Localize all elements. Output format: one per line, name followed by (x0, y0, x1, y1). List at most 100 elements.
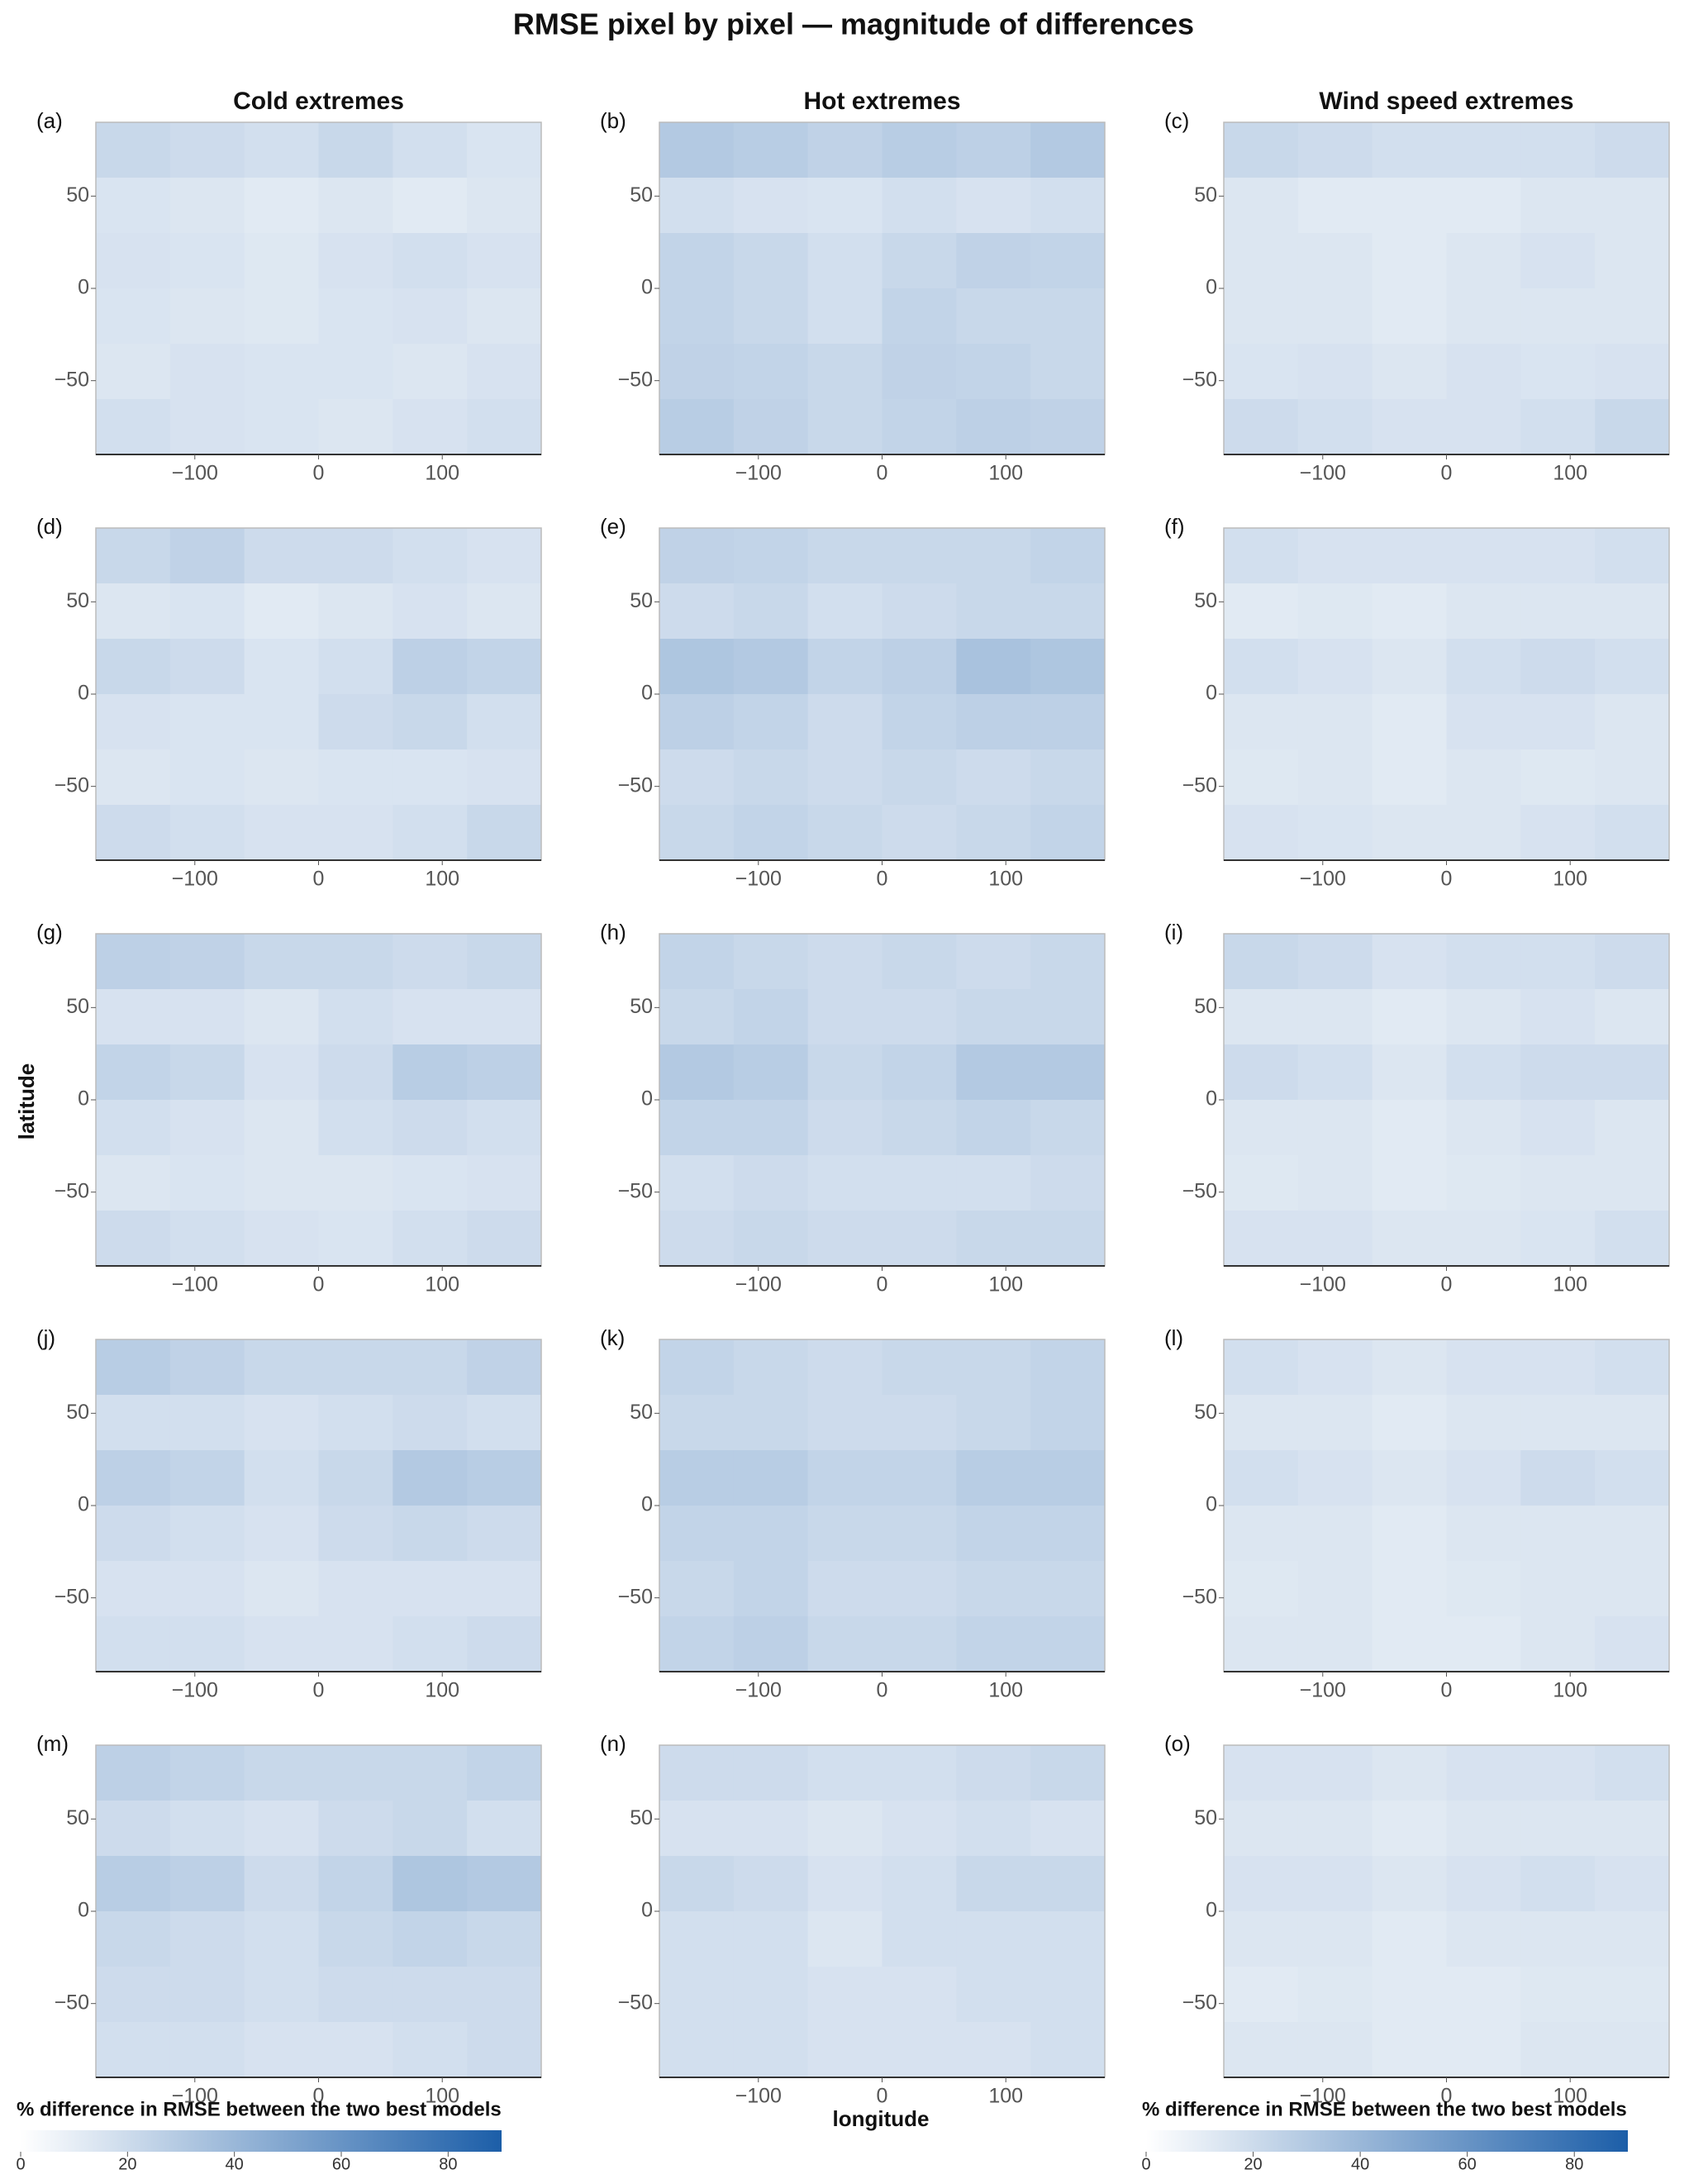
heatmap-cell (393, 805, 468, 861)
heatmap-cell (1595, 1395, 1670, 1451)
heatmap-cell (1297, 1450, 1373, 1506)
heatmap-cell (1224, 805, 1299, 861)
heatmap-cell (1372, 694, 1447, 750)
colorbar-tick-label: 20 (118, 2155, 136, 2173)
x-tick-label: 0 (877, 462, 888, 485)
heatmap-cell (1297, 1506, 1373, 1562)
y-tick-label: 0 (78, 1899, 89, 1922)
heatmap-cell (1030, 1856, 1106, 1912)
heatmap-cell (1520, 1100, 1596, 1156)
heatmap-cell (393, 1506, 468, 1562)
x-tick-label: 0 (313, 868, 325, 891)
y-tick-label: −50 (1182, 773, 1217, 797)
x-tick-label: 100 (1553, 1273, 1587, 1296)
heatmap-cell (1520, 749, 1596, 806)
panel-label: (e) (600, 514, 626, 539)
heatmap-cell (1595, 1450, 1670, 1506)
heatmap-cell (1297, 399, 1373, 455)
y-tick-label: 50 (1194, 995, 1217, 1018)
y-tick-label: −50 (55, 368, 89, 391)
heatmap-cell (1595, 1967, 1670, 2023)
heatmap-cell (1030, 989, 1106, 1045)
heatmap-cell (807, 1856, 883, 1912)
heatmap-cell (956, 1339, 1031, 1396)
heatmap-cell (1595, 344, 1670, 400)
heatmap-cell (1224, 1967, 1299, 2023)
heatmap-cell (1224, 1100, 1299, 1156)
y-tick-label: −50 (1182, 368, 1217, 391)
heatmap-cell (318, 749, 393, 806)
heatmap-cell (882, 344, 957, 400)
x-tick-label: −100 (735, 868, 782, 891)
heatmap-cell (244, 399, 319, 455)
heatmap-cell (467, 528, 542, 584)
heatmap-cell (169, 1339, 245, 1396)
heatmap-cell (733, 1506, 809, 1562)
heatmap-cell (1030, 1745, 1106, 1801)
x-tick-label: 100 (1553, 1679, 1587, 1702)
panel-label: (i) (1164, 920, 1183, 944)
heatmap-cell (733, 288, 809, 345)
heatmap-cell (807, 1506, 883, 1562)
colorbar-tick-label: 80 (1565, 2155, 1583, 2173)
heatmap-cell (393, 1801, 468, 1857)
heatmap-cell (882, 288, 957, 345)
heatmap-cell (956, 583, 1031, 640)
heatmap-cell (1372, 1450, 1447, 1506)
heatmap-cell (96, 2022, 171, 2078)
heatmap-cell (733, 1745, 809, 1801)
heatmap-cell (1224, 934, 1299, 990)
colorbar: % difference in RMSE between the two bes… (16, 2098, 502, 2173)
heatmap-cell (882, 1616, 957, 1672)
heatmap-cell (1297, 1044, 1373, 1101)
heatmap-cell (733, 805, 809, 861)
heatmap-cell (1297, 989, 1373, 1045)
heatmap-cell (393, 1100, 468, 1156)
heatmap-cell (318, 583, 393, 640)
heatmap-cell (1446, 1911, 1521, 1967)
heatmap-cell (1224, 989, 1299, 1045)
heatmap-cell (1224, 2022, 1299, 2078)
heatmap-cell (1372, 805, 1447, 861)
heatmap-cell (956, 178, 1031, 234)
heatmap-cell (882, 1506, 957, 1562)
colorbar: % difference in RMSE between the two bes… (1141, 2098, 1628, 2173)
heatmap-cell (956, 1801, 1031, 1857)
heatmap-cell (1030, 1100, 1106, 1156)
heatmap-cell (244, 344, 319, 400)
heatmap-cell (1372, 1801, 1447, 1857)
heatmap-cell (393, 934, 468, 990)
heatmap-cell (733, 233, 809, 289)
heatmap-cell (1595, 1801, 1670, 1857)
heatmap-cell (96, 989, 171, 1045)
heatmap-cell (1446, 1395, 1521, 1451)
heatmap-cell (1030, 1506, 1106, 1562)
y-tick-label: 50 (66, 995, 89, 1018)
x-tick-label: 0 (1441, 1273, 1453, 1296)
heatmap-cell (882, 1339, 957, 1396)
heatmap-cell (1030, 639, 1106, 695)
x-tick-label: −100 (172, 868, 218, 891)
map-panel: (d) −100 0 100 50 0 −50 (36, 514, 542, 891)
heatmap-cell (393, 639, 468, 695)
heatmap-cell (1520, 1967, 1596, 2023)
heatmap-cell (244, 1395, 319, 1451)
x-tick-label: 0 (1441, 1679, 1453, 1702)
heatmap-cell (733, 934, 809, 990)
panel-label: (a) (36, 108, 63, 133)
heatmap-cell (882, 749, 957, 806)
heatmap-cell (1297, 528, 1373, 584)
heatmap-cell (733, 122, 809, 178)
colorbar-tick-label: 40 (1351, 2155, 1369, 2173)
heatmap-cell (1030, 1211, 1106, 1267)
heatmap-cell (1595, 1911, 1670, 1967)
heatmap-cell (467, 1506, 542, 1562)
heatmap-cell (1372, 1211, 1447, 1267)
heatmap-cell (807, 344, 883, 400)
heatmap-cell (1224, 1911, 1299, 1967)
heatmap-cell (1520, 1339, 1596, 1396)
heatmap-cell (96, 122, 171, 178)
x-tick-label: 100 (988, 2085, 1023, 2108)
x-tick-label: 0 (313, 2085, 325, 2108)
